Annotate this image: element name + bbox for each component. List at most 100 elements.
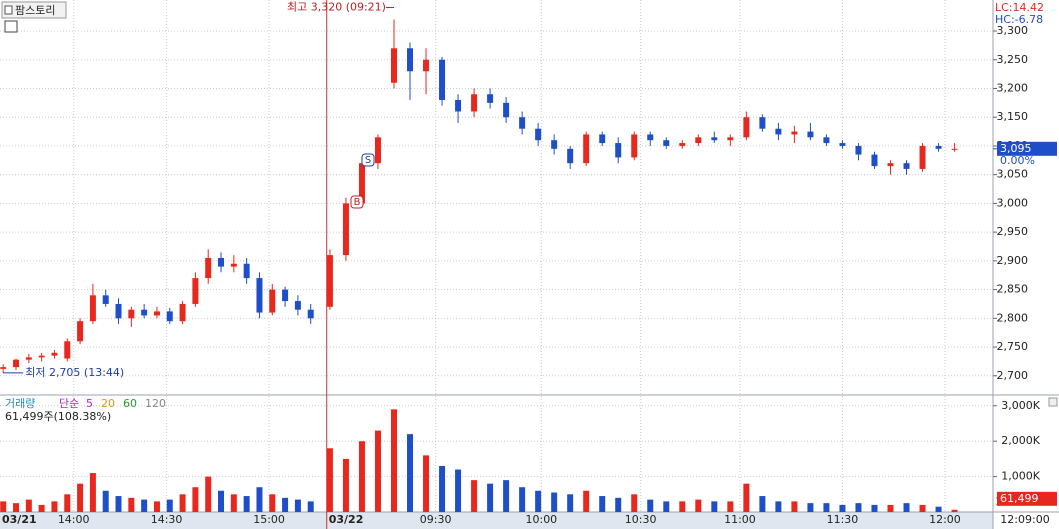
last-price: 3,095 bbox=[1000, 142, 1032, 155]
candle-body bbox=[77, 321, 84, 342]
volume-bar bbox=[951, 509, 958, 512]
volume-bar bbox=[535, 490, 542, 512]
volume-bar bbox=[647, 499, 654, 512]
y-tick-label: 2,000K bbox=[1001, 434, 1040, 447]
candle-body bbox=[695, 137, 702, 144]
candle-body bbox=[919, 145, 926, 169]
candle-body bbox=[390, 48, 397, 83]
volume-bar bbox=[51, 501, 58, 512]
volume-bar bbox=[487, 483, 494, 512]
volume-bar bbox=[230, 494, 237, 512]
volume-bar bbox=[759, 496, 766, 512]
candle-body bbox=[374, 137, 381, 164]
volume-bar bbox=[551, 492, 558, 512]
volume-bar bbox=[743, 483, 750, 512]
candle-body bbox=[791, 131, 798, 135]
candle-body bbox=[663, 140, 670, 146]
volume-bar bbox=[519, 487, 526, 512]
last-volume-box bbox=[997, 491, 1057, 506]
x-tick-label: 11:00 bbox=[724, 513, 756, 526]
candle-body bbox=[823, 137, 830, 144]
volume-bar bbox=[855, 503, 862, 512]
volume-bar bbox=[179, 494, 186, 512]
candle-body bbox=[153, 311, 160, 316]
volume-bar bbox=[823, 503, 830, 512]
volume-bar bbox=[38, 504, 45, 512]
volume-label: 거래량 bbox=[5, 397, 35, 410]
candle-body bbox=[487, 94, 494, 103]
ma-label: 단순 bbox=[59, 397, 79, 410]
volume-bar bbox=[77, 483, 84, 512]
stock-name-box[interactable] bbox=[1, 1, 67, 19]
volume-bar bbox=[218, 490, 225, 512]
candle-body bbox=[294, 301, 301, 310]
x-tick-label: 03/22 bbox=[329, 513, 364, 526]
candle-body bbox=[115, 303, 122, 319]
current-time: 12:09:00 bbox=[1000, 513, 1049, 526]
candle-body bbox=[711, 137, 718, 141]
volume-bar bbox=[567, 494, 574, 512]
candle-body bbox=[807, 131, 814, 138]
ma-legend: 20 bbox=[101, 397, 115, 410]
volume-bar bbox=[471, 480, 478, 512]
candle-body bbox=[455, 99, 462, 112]
volume-bar bbox=[13, 503, 20, 512]
volume-bar bbox=[423, 455, 430, 512]
signal-badge bbox=[361, 153, 375, 167]
grid-button[interactable] bbox=[4, 20, 18, 33]
y-tick-label: 2,950 bbox=[997, 225, 1029, 238]
y-tick-label: 3,000K bbox=[1001, 399, 1040, 412]
volume-bar bbox=[439, 465, 446, 512]
volume-bar bbox=[358, 441, 365, 512]
volume-bar bbox=[342, 458, 349, 512]
volume-summary: 61,499주(108.38%) bbox=[5, 410, 111, 423]
marks bbox=[0, 19, 958, 512]
candle-body bbox=[326, 255, 333, 307]
candle-body bbox=[583, 134, 590, 164]
volume-bar bbox=[711, 501, 718, 512]
y-tick-label: 2,900 bbox=[997, 254, 1029, 267]
y-tick-label: 3,000 bbox=[997, 196, 1029, 209]
volume-bar bbox=[326, 448, 333, 512]
candle-body bbox=[25, 357, 32, 360]
volume-bar bbox=[128, 497, 135, 512]
candle-body bbox=[269, 289, 276, 313]
y-tick-label: 2,700 bbox=[997, 369, 1029, 382]
y-tick-label: 3,050 bbox=[997, 168, 1029, 181]
x-tick-label: 12:00 bbox=[929, 513, 961, 526]
volume-bar bbox=[407, 434, 414, 512]
volume-bar bbox=[141, 499, 148, 512]
x-tick-label: 03/21 bbox=[2, 513, 37, 526]
candle-body bbox=[205, 257, 212, 279]
stock-name: 팜스토리 bbox=[15, 4, 55, 17]
candle-body bbox=[567, 148, 574, 164]
candle-body bbox=[230, 263, 237, 267]
candle-body bbox=[307, 309, 314, 319]
volume-bar bbox=[390, 409, 397, 512]
volume-bar bbox=[294, 499, 301, 512]
candle-body bbox=[679, 143, 686, 146]
ma-legend: 60 bbox=[123, 397, 137, 410]
candle-body bbox=[631, 134, 638, 158]
candle-body bbox=[503, 102, 510, 118]
y-tick-label: 3,300 bbox=[997, 24, 1029, 37]
candle-body bbox=[423, 59, 430, 72]
volume-bar bbox=[903, 503, 910, 512]
x-tick-label: 10:30 bbox=[625, 513, 657, 526]
x-tick-label: 15:00 bbox=[253, 513, 285, 526]
candle-body bbox=[647, 134, 654, 141]
candle-body bbox=[839, 143, 846, 146]
candle-body bbox=[38, 355, 45, 358]
volume-bar bbox=[615, 497, 622, 512]
volume-bar bbox=[679, 501, 686, 512]
last-volume: 61,499 bbox=[1000, 492, 1039, 505]
candle-body bbox=[599, 134, 606, 144]
volume-bar bbox=[935, 506, 942, 512]
candle-body bbox=[887, 163, 894, 167]
volume-bar bbox=[25, 499, 32, 512]
candle-body bbox=[903, 163, 910, 169]
candle-body bbox=[192, 278, 199, 304]
pane-button[interactable] bbox=[1048, 397, 1058, 407]
candle-body bbox=[727, 137, 734, 141]
